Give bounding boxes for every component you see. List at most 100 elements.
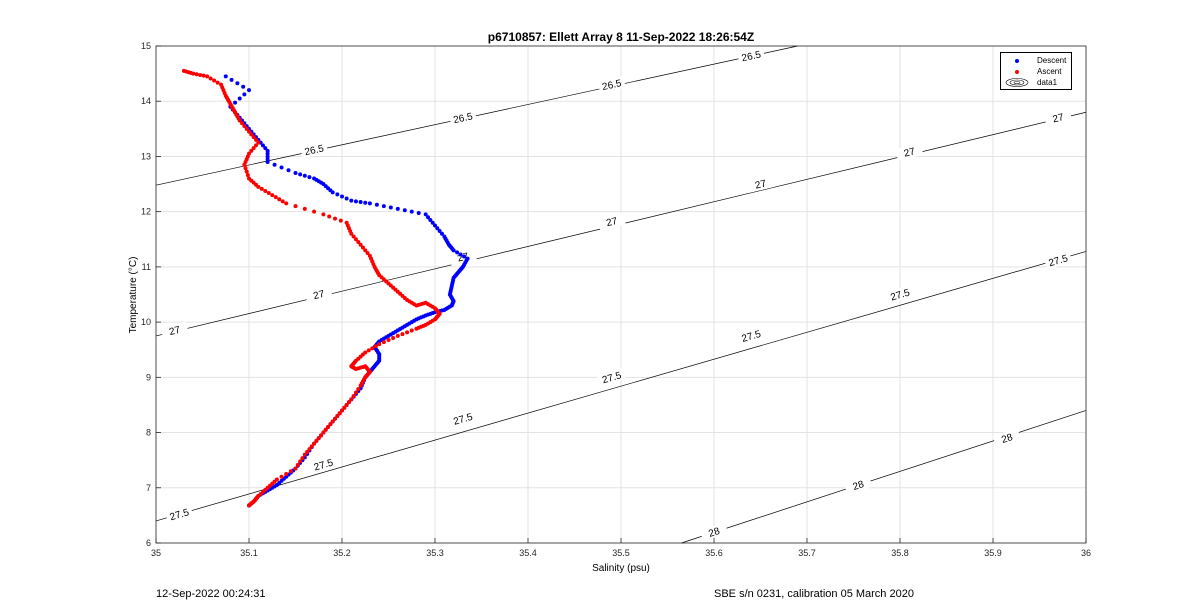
contour-label: 27.5 bbox=[1047, 253, 1069, 269]
ascent-point bbox=[321, 430, 326, 435]
ascent-point bbox=[295, 462, 300, 467]
descent-point bbox=[286, 168, 291, 173]
ascent-point bbox=[245, 173, 250, 178]
ascent-point bbox=[253, 137, 258, 142]
ascent-point bbox=[409, 328, 414, 333]
descent-point bbox=[363, 200, 368, 205]
ascent-point bbox=[256, 184, 261, 189]
series-ascent bbox=[181, 68, 442, 508]
ascent-point bbox=[242, 162, 247, 167]
y-tick-label: 9 bbox=[146, 372, 151, 382]
ascent-point bbox=[198, 72, 203, 77]
descent-point bbox=[462, 254, 467, 259]
y-tick-label: 15 bbox=[141, 41, 151, 51]
contour-label-bg bbox=[597, 367, 626, 387]
ascent-point bbox=[335, 413, 340, 418]
descent-point bbox=[437, 228, 442, 233]
y-tick-label: 6 bbox=[146, 538, 151, 548]
contour-line bbox=[155, 45, 798, 186]
ascent-point bbox=[240, 121, 245, 126]
ascent-point bbox=[263, 188, 268, 193]
ascent-point bbox=[312, 441, 317, 446]
contour-label: 27 bbox=[168, 325, 182, 338]
contour-label-bg bbox=[304, 285, 333, 304]
descent-point bbox=[265, 148, 270, 153]
descent-point bbox=[223, 74, 228, 79]
descent-point bbox=[241, 84, 246, 89]
x-tick-label: 35.3 bbox=[426, 548, 444, 558]
ascent-point bbox=[247, 129, 251, 134]
x-tick-label: 35.1 bbox=[240, 548, 258, 558]
ascent-point bbox=[270, 193, 275, 198]
density-contours: 26.526.526.526.52727272727272727.527.527… bbox=[155, 45, 1087, 544]
ascent-point bbox=[349, 231, 354, 236]
ascent-point bbox=[353, 390, 358, 395]
descent-point bbox=[455, 250, 460, 255]
legend-item-data1: data1 bbox=[1005, 77, 1057, 88]
descent-point bbox=[265, 159, 270, 164]
descent-point bbox=[381, 204, 386, 209]
contour-label: 27.5 bbox=[169, 507, 191, 523]
contour-label-bg bbox=[160, 321, 189, 340]
ascent-point bbox=[305, 449, 310, 454]
descent-point bbox=[260, 143, 265, 148]
ascent-point bbox=[277, 197, 282, 202]
ascent-point bbox=[323, 427, 328, 432]
ascent-point bbox=[242, 124, 247, 129]
ascent-point bbox=[273, 195, 278, 200]
descent-point bbox=[344, 196, 349, 201]
x-tick-label: 35.8 bbox=[891, 548, 909, 558]
contour-label-bg bbox=[737, 326, 766, 346]
ascent-point bbox=[244, 169, 249, 174]
descent-point bbox=[439, 231, 444, 236]
descent-point bbox=[433, 223, 437, 228]
ascent-point bbox=[194, 72, 199, 77]
ascent-point bbox=[349, 397, 354, 402]
ascent-point bbox=[400, 332, 405, 337]
contour-label: 27.5 bbox=[601, 370, 623, 386]
descent-point bbox=[451, 248, 456, 253]
descent-point bbox=[388, 205, 393, 210]
ascent-point bbox=[247, 503, 251, 508]
contour-label: 26.5 bbox=[741, 49, 763, 64]
ascent-point bbox=[328, 422, 333, 427]
ascent-point bbox=[363, 248, 368, 253]
ascent-point bbox=[321, 212, 326, 217]
descent-point bbox=[279, 165, 284, 170]
x-tick-label: 35.4 bbox=[519, 548, 537, 558]
ascent-point bbox=[259, 186, 264, 191]
ascent-point bbox=[309, 444, 314, 449]
y-tick-label: 7 bbox=[146, 483, 151, 493]
chart-legend: Descent Ascent data1 bbox=[1000, 52, 1072, 90]
descent-point bbox=[423, 212, 428, 217]
descent-point bbox=[353, 199, 358, 204]
contour-label: 26.5 bbox=[452, 111, 474, 126]
ascent-point bbox=[316, 436, 321, 441]
descent-point bbox=[263, 146, 268, 151]
contour-label: 27.5 bbox=[889, 287, 911, 303]
contour-label: 27 bbox=[754, 178, 768, 191]
legend-item-descent: Descent bbox=[1005, 55, 1066, 66]
ascent-point bbox=[208, 76, 213, 81]
ascent-point bbox=[319, 433, 324, 438]
ascent-point bbox=[249, 148, 254, 153]
ascent-point bbox=[302, 206, 307, 211]
ascent-point bbox=[346, 400, 351, 405]
contour-label-bg bbox=[300, 141, 329, 159]
ascent-point bbox=[373, 344, 378, 349]
ascent-point bbox=[370, 346, 375, 351]
ascent-point bbox=[205, 74, 210, 79]
descent-point bbox=[335, 192, 340, 197]
legend-label-data1: data1 bbox=[1037, 78, 1058, 87]
ascent-point bbox=[366, 348, 371, 353]
ascent-point bbox=[314, 438, 319, 443]
ascent-marker-icon bbox=[1005, 69, 1029, 74]
descent-point bbox=[265, 154, 270, 159]
ascent-point bbox=[356, 387, 361, 392]
contour-label-bg bbox=[165, 504, 194, 524]
descent-point bbox=[235, 81, 240, 86]
ascent-point bbox=[253, 143, 258, 148]
x-tick-label: 35.9 bbox=[984, 548, 1002, 558]
ascent-point bbox=[386, 338, 391, 343]
contour-label: 27 bbox=[312, 289, 326, 302]
